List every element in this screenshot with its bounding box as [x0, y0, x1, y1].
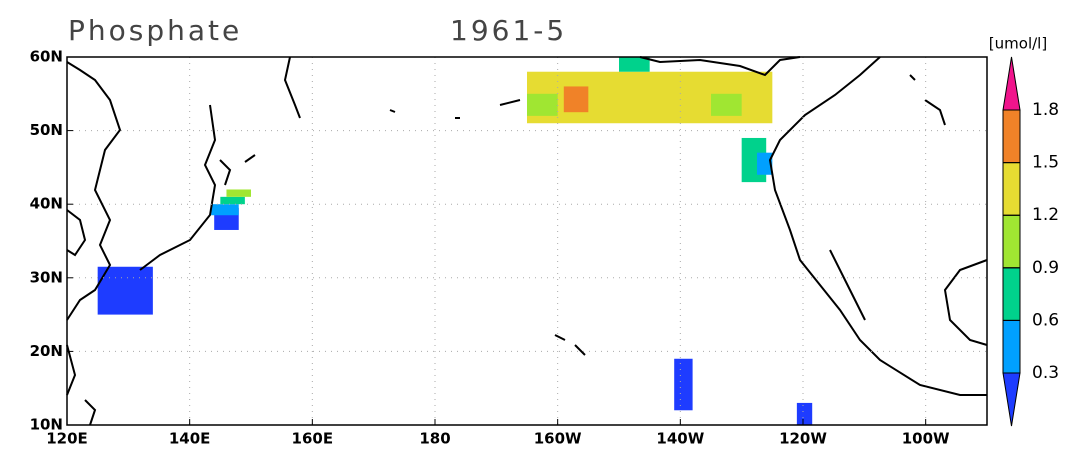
coastlines: [66, 56, 988, 426]
y-tick-label: 20N: [30, 342, 63, 360]
x-tick-label: 180: [419, 430, 450, 448]
colorbar-segment: [1002, 109, 1021, 164]
y-tick-label: 30N: [30, 268, 63, 286]
colorbar-segment: [1002, 267, 1021, 321]
x-tick-label: 140W: [656, 430, 704, 448]
subtitle: 1961-5: [450, 14, 567, 47]
data-patch: [796, 402, 813, 425]
colorbar-segment: [1002, 162, 1021, 216]
unit: [umol/l]: [989, 35, 1047, 53]
colorbar-low: [1002, 372, 1021, 427]
data-patch: [220, 196, 245, 205]
data-patch: [711, 93, 742, 116]
y-tick-label: 60N: [30, 48, 63, 66]
x-tick-label: 120E: [46, 430, 88, 448]
data-patch: [211, 204, 239, 216]
colorbar-label: 1.8: [1032, 100, 1059, 120]
colorbar-high: [1002, 56, 1021, 111]
colorbar-label: 0.9: [1032, 258, 1059, 278]
colorbar-segment: [1002, 214, 1021, 269]
data-patch: [97, 266, 153, 315]
colorbar-label: 0.3: [1032, 363, 1059, 383]
data-patch: [674, 358, 693, 411]
frame: [66, 56, 988, 426]
y-tick-label: 10N: [30, 416, 63, 434]
y-tick-label: 50N: [30, 121, 63, 139]
data-patch: [619, 57, 650, 72]
colorbar-label: 0.6: [1032, 310, 1059, 330]
x-tick-label: 140E: [169, 430, 211, 448]
data-patch: [226, 189, 251, 197]
x-tick-label: 160W: [534, 430, 582, 448]
data-patch: [527, 93, 558, 116]
colorbar-label: 1.5: [1032, 153, 1059, 173]
title: Phosphate: [68, 14, 242, 47]
patches: [97, 57, 813, 425]
colorbar: 0.3 0.6 0.9 1.2 1.5 1.8: [1002, 56, 1059, 427]
colorbar-label: 1.2: [1032, 205, 1059, 225]
data-patch: [757, 152, 773, 175]
data-patch: [563, 86, 589, 113]
x-tick-label: 100W: [902, 430, 950, 448]
x-tick-label: 120W: [779, 430, 827, 448]
colorbar-segment: [1002, 319, 1021, 374]
y-tick-label: 40N: [30, 195, 63, 213]
x-tick-label: 160E: [292, 430, 334, 448]
